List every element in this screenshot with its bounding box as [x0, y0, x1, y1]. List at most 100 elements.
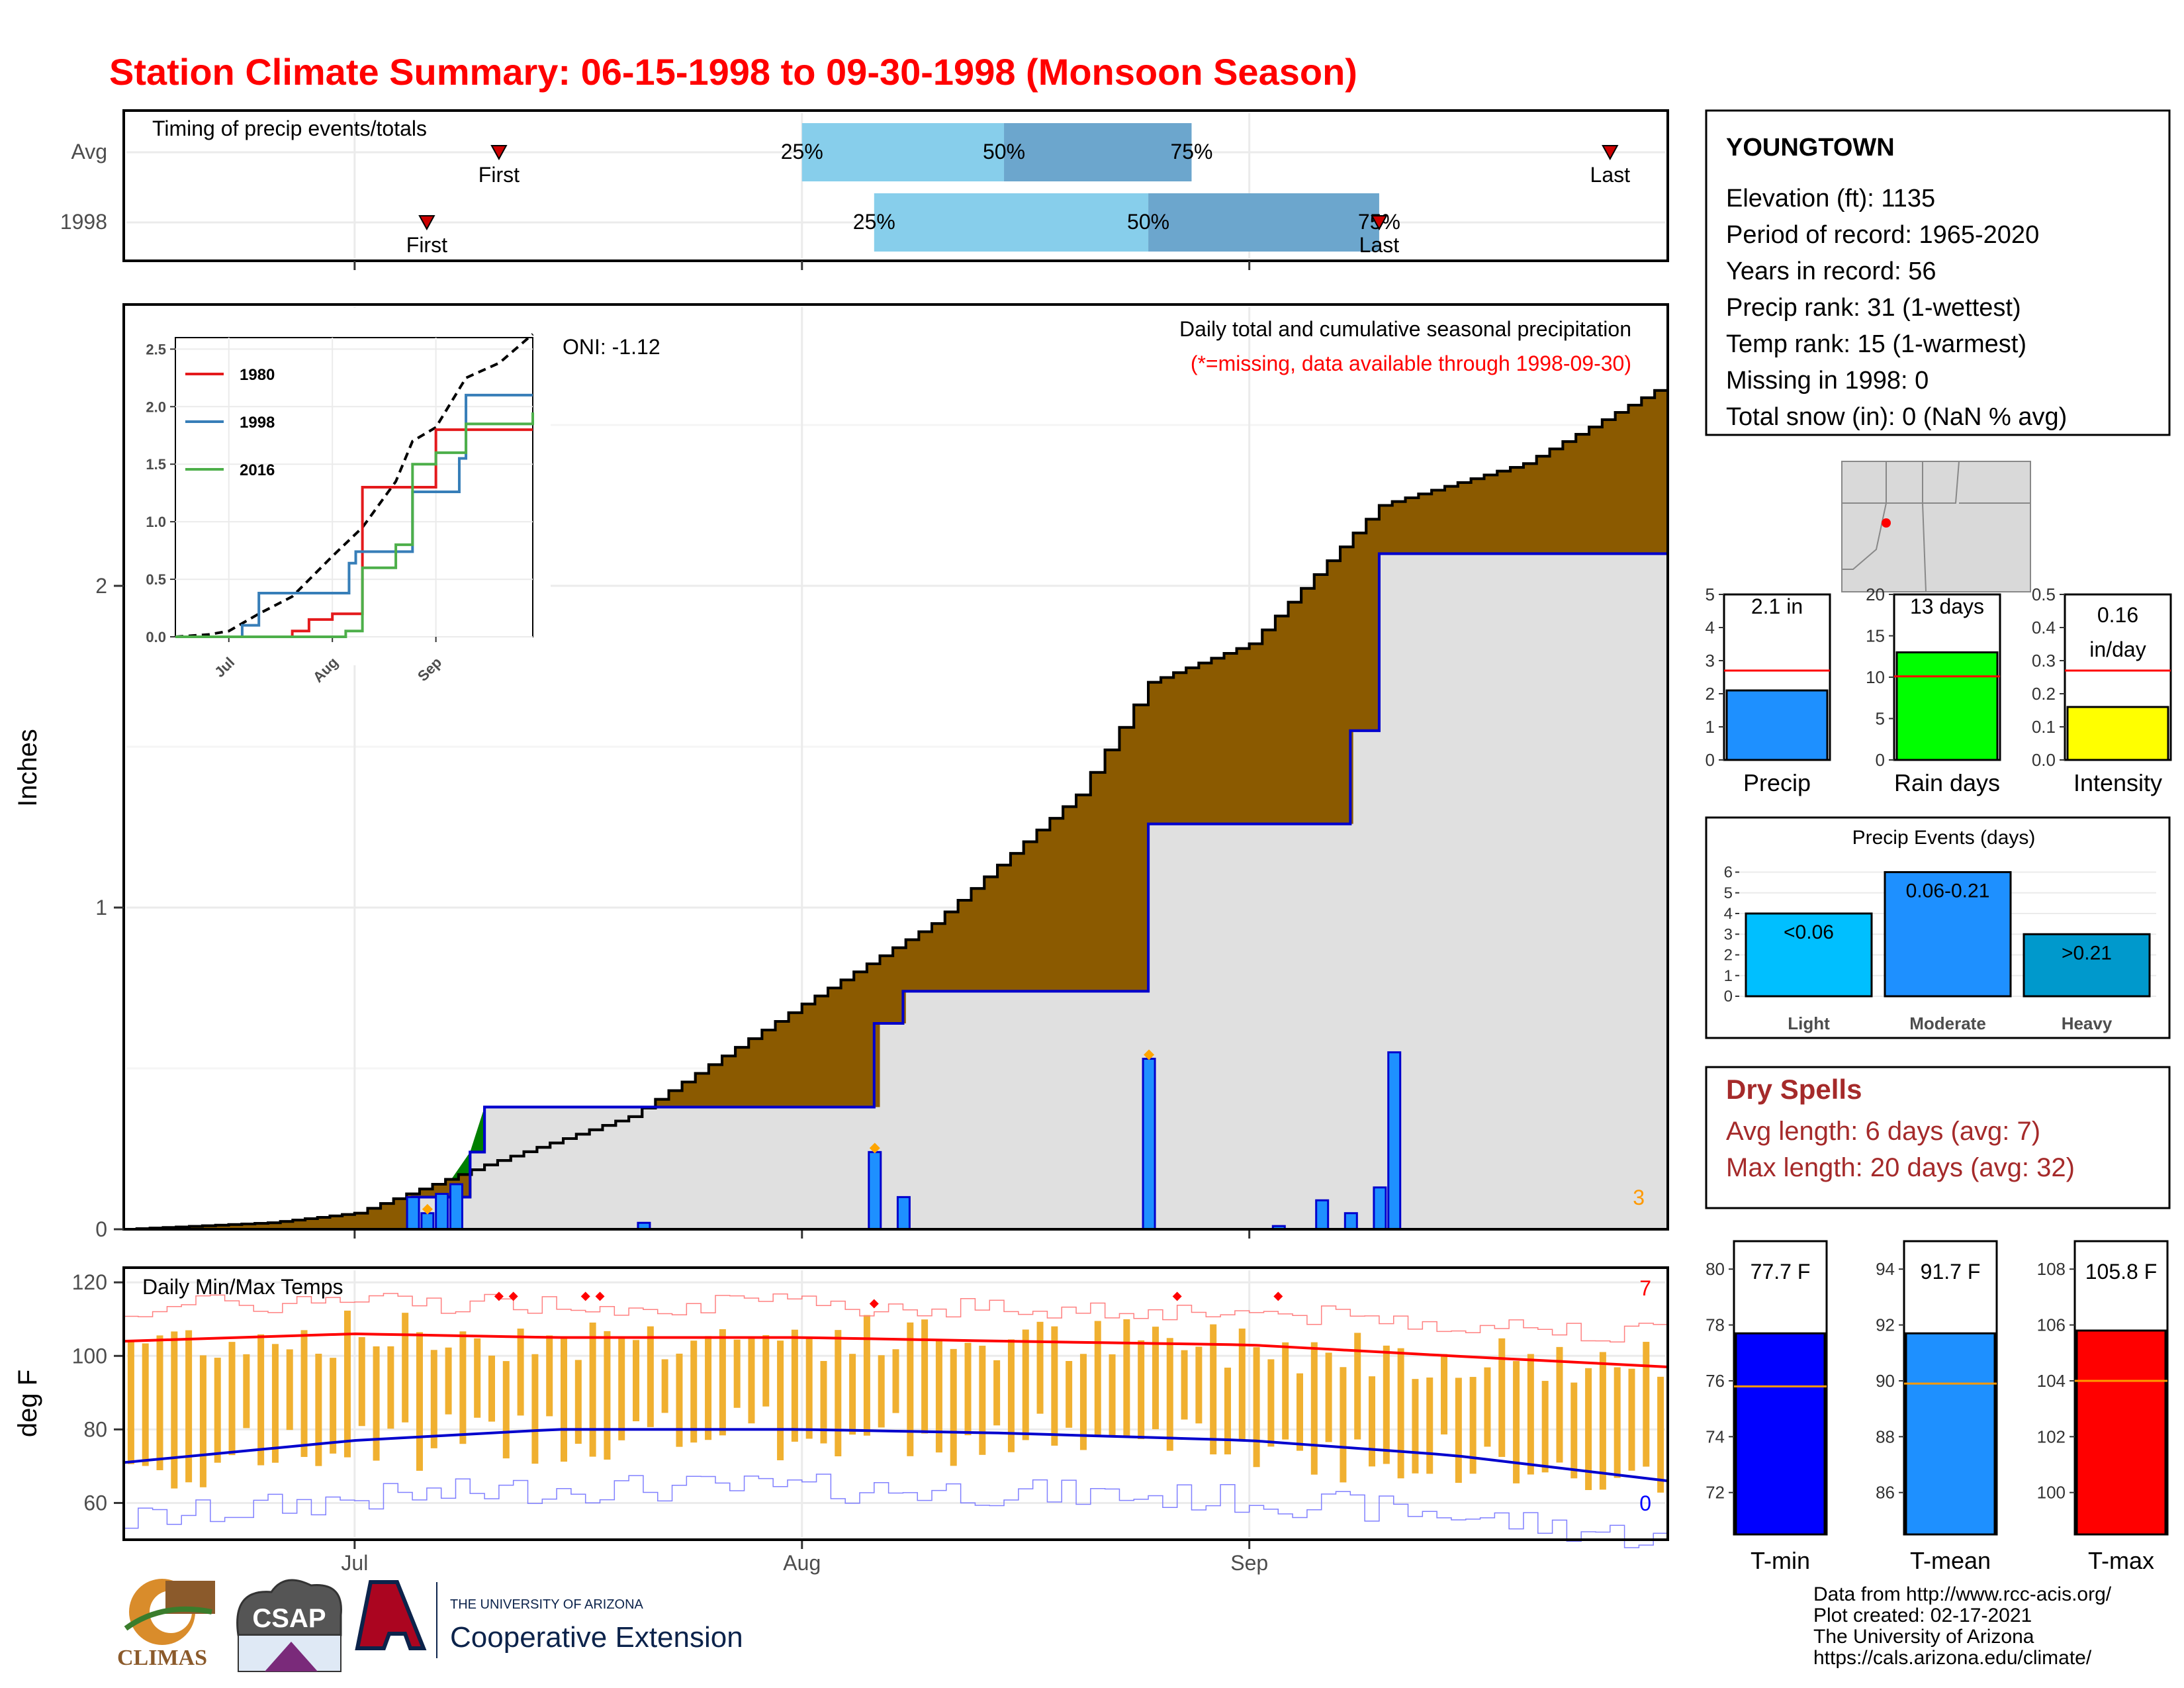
daily-temp-range-bar — [1527, 1354, 1534, 1475]
daily-temp-range-bar — [1498, 1338, 1506, 1457]
precip-events-panel: Precip Events (days) 0 1 2 3 4 5 6 <0.06 Light 0.… — [1705, 816, 2171, 1039]
daily-temp-range-bar — [315, 1354, 322, 1466]
daily-temp-range-bar — [199, 1355, 206, 1487]
daily-temp-range-bar — [459, 1331, 467, 1444]
temp-bar-ytick-label: 72 — [1706, 1483, 1725, 1503]
daily-temp-range-bar — [1469, 1377, 1477, 1474]
daily-temp-range-bar — [950, 1348, 957, 1466]
mini-bar-ytick-label: 0.1 — [2032, 717, 2056, 737]
timing-last-label: Last — [1359, 233, 1400, 257]
daily-temp-range-bar — [589, 1322, 596, 1457]
footer-line-1: Data from http://www.rcc-acis.org/ — [1813, 1583, 2112, 1605]
precip-missing-note: (*=missing, data available through 1998-… — [1191, 352, 1631, 375]
daily-temp-range-bar — [214, 1358, 221, 1463]
daily-temp-range-bar — [979, 1345, 986, 1455]
mini-bar-ytick-label: 0.5 — [2032, 585, 2056, 604]
precip-event-marker — [869, 1143, 880, 1154]
mini-bar-value-unit: in/day — [2089, 637, 2146, 661]
summary-bar-charts: 0 1 2 3 4 5 2.1 in Precip 0 5 10 15 20 13 days Rain da… — [1706, 585, 2172, 796]
daily-temp-range-bar — [228, 1342, 236, 1456]
temp-bar-ytick-label: 74 — [1706, 1427, 1725, 1446]
timing-row-avg-label: Avg — [71, 140, 107, 164]
daily-temp-range-bar — [1541, 1381, 1549, 1473]
daily-temp-range-bar — [748, 1337, 755, 1424]
temp-bar-ytick-label: 78 — [1706, 1315, 1725, 1335]
temp-xtick-label: Sep — [1230, 1551, 1268, 1575]
inset-ytick-label: 2.0 — [146, 399, 166, 415]
daily-temp-range-bar — [445, 1347, 452, 1415]
daily-temp-range-bar — [517, 1329, 524, 1416]
precip-ytick-label: 1 — [95, 896, 107, 919]
inset-ytick-label: 0.5 — [146, 571, 166, 588]
events-ytick-label: 0 — [1724, 988, 1733, 1006]
daily-precip-bar — [896, 1196, 911, 1231]
temp-bar-value: 77.7 F — [1751, 1260, 1811, 1284]
temp-bar-ytick-label: 80 — [1706, 1259, 1725, 1279]
daily-temp-range-bar — [1138, 1340, 1145, 1440]
timing-first-marker — [490, 145, 508, 161]
inset-ytick-label: 1.5 — [146, 456, 166, 473]
temp-ytick-label: 80 — [83, 1417, 107, 1441]
daily-temp-range-bar — [1152, 1327, 1159, 1430]
record-high-marker — [508, 1291, 518, 1301]
daily-temp-range-bar — [1210, 1324, 1217, 1455]
footer-line-4: https://cals.arizona.edu/climate/ — [1813, 1647, 2092, 1669]
daily-temp-range-bar — [243, 1354, 250, 1429]
temp-xtick-label: Jul — [341, 1551, 368, 1575]
timing-q75-label: 75% — [1170, 140, 1212, 164]
daily-temp-range-bar — [416, 1332, 423, 1471]
daily-temp-range-bar — [777, 1340, 784, 1460]
ua-line-2: Cooperative Extension — [450, 1621, 743, 1654]
daily-temp-range-bar — [1426, 1377, 1433, 1474]
daily-precip-bar — [1343, 1212, 1358, 1231]
daily-temp-range-bar — [546, 1335, 553, 1417]
mini-bar-label: Precip — [1743, 769, 1811, 796]
inset-average-line — [175, 333, 534, 638]
station-info-line: Years in record: 56 — [1726, 258, 1936, 285]
events-ytick-label: 3 — [1724, 925, 1733, 943]
daily-temp-range-bar — [1253, 1347, 1260, 1468]
daily-temp-range-bar — [820, 1360, 827, 1444]
daily-temp-range-bar — [1066, 1361, 1073, 1428]
csap-logo-text: CSAP — [252, 1604, 326, 1633]
temp-bar-t-min — [1735, 1332, 1826, 1536]
record-high-line — [124, 1293, 1668, 1342]
precip-event-marker — [1144, 1049, 1155, 1060]
dry-spells-panel: Dry Spells Avg length: 6 days (avg: 7) M… — [1705, 1066, 2171, 1209]
timing-panel: Timing of precip events/totals Avg 1998 … — [60, 109, 1669, 270]
events-bar-range: <0.06 — [1784, 921, 1834, 943]
temp-count-cold: 0 — [1639, 1491, 1651, 1515]
daily-temp-range-bar — [257, 1334, 265, 1466]
daily-temp-range-bar — [705, 1336, 712, 1440]
cumulative-average-outline — [124, 383, 1669, 1231]
mini-bar-ytick-label: 15 — [1866, 626, 1885, 646]
mini-bar-ytick-label: 1 — [1706, 717, 1715, 737]
daily-temp-range-bar — [719, 1329, 726, 1436]
inset-legend-label: 1980 — [240, 366, 275, 384]
daily-temp-range-bar — [835, 1330, 842, 1456]
daily-temp-range-bar — [300, 1330, 308, 1457]
timing-first-label: First — [406, 233, 447, 257]
events-bar-light — [1745, 912, 1873, 998]
daily-precip-bar — [1142, 1057, 1156, 1231]
precip-panel: Daily total and cumulative seasonal prec… — [13, 303, 1669, 1241]
daily-precip-bar — [1387, 1051, 1402, 1231]
daily-temp-range-bar — [373, 1346, 380, 1461]
daily-temp-range-bar — [1383, 1345, 1390, 1464]
mini-bar-ytick-label: 0 — [1876, 750, 1885, 770]
station-info-line: Total snow (in): 0 (NaN % avg) — [1726, 403, 2067, 431]
events-bar-range: 0.06-0.21 — [1906, 880, 1990, 902]
daily-temp-range-bar — [921, 1319, 929, 1434]
temp-bar-ytick-label: 94 — [1876, 1259, 1895, 1279]
daily-temp-range-bar — [1022, 1329, 1029, 1440]
inset-ytick-label: 1.0 — [146, 514, 166, 530]
record-high-marker — [1273, 1291, 1283, 1301]
daily-temp-range-bar — [633, 1340, 640, 1422]
mini-bar-label: Rain days — [1894, 769, 2000, 796]
climas-logo-text: CLIMAS — [117, 1646, 207, 1670]
daily-temp-range-bar — [343, 1310, 351, 1458]
daily-temp-range-bar — [1614, 1367, 1621, 1478]
mini-bar-ytick-label: 0.2 — [2032, 684, 2056, 704]
daily-precip-bar — [1373, 1186, 1387, 1231]
